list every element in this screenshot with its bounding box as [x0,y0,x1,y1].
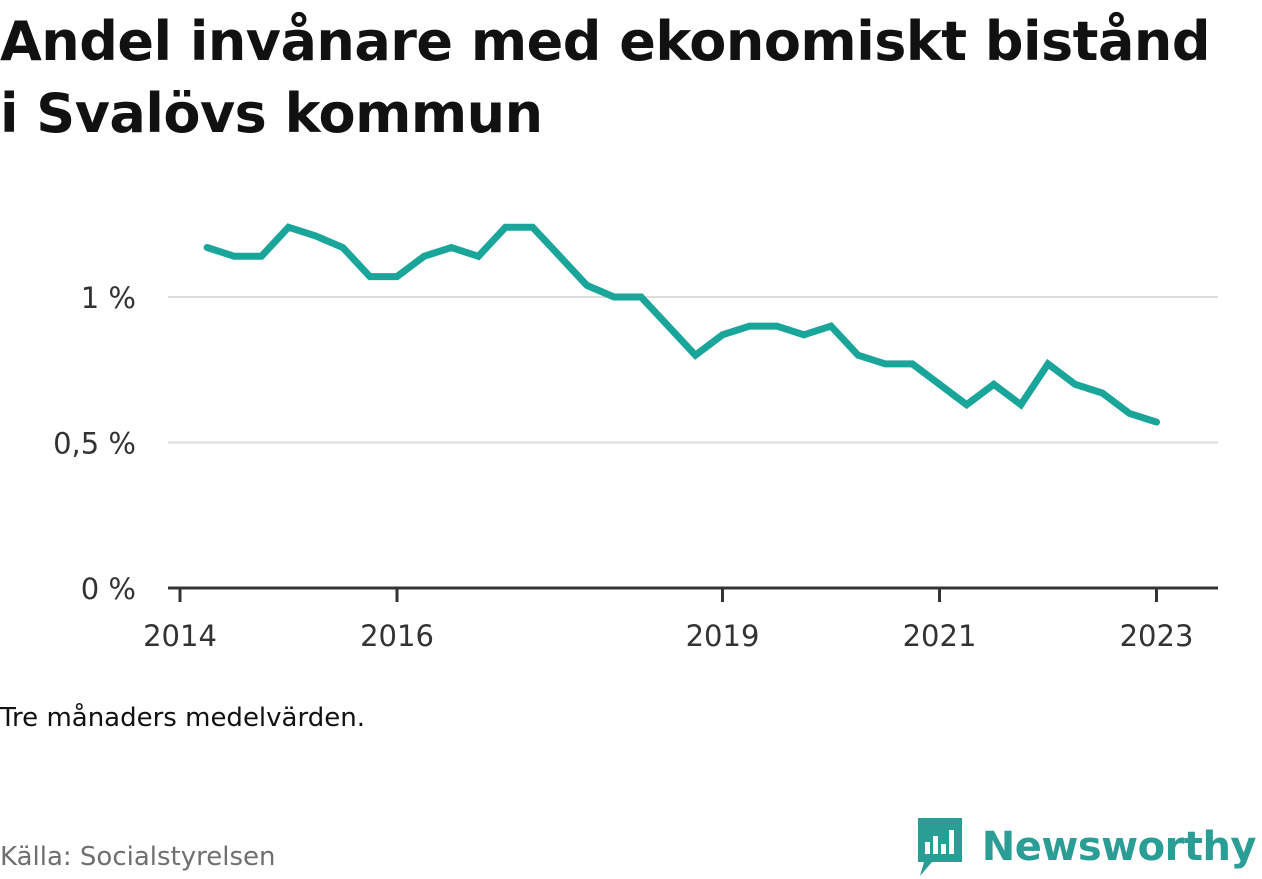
data-point [722,334,723,335]
data-point [695,355,696,356]
data-point [342,247,343,248]
data-point [424,256,425,257]
data-point [803,334,804,335]
data-point [1156,422,1157,423]
y-tick-label: 1 % [81,281,136,315]
data-point [532,227,533,228]
data-point [831,326,832,327]
data-point [261,256,262,257]
data-point [1020,404,1021,405]
data-point [668,326,669,327]
y-axis-labels: 0 % 0,5 % 1 % [53,281,136,606]
brand-name: Newsworthy [981,824,1257,870]
data-point [559,256,560,257]
data-point [451,247,452,248]
x-tick-label: 2014 [143,619,217,653]
data-point [939,384,940,385]
data-point [234,256,235,257]
data-point [505,227,506,228]
data-point [858,355,859,356]
x-tick-label: 2019 [686,619,760,653]
data-point [397,276,398,277]
data-point [1075,384,1076,385]
data-point [776,326,777,327]
data-point [1102,393,1103,394]
data-point [369,276,370,277]
data-point [966,404,967,405]
data-point [641,297,642,298]
data-point [993,384,994,385]
source-credit: Källa: Socialstyrelsen [0,842,276,872]
data-point [288,227,289,228]
data-point [749,326,750,327]
data-point [478,256,479,257]
gridlines [168,296,1218,444]
chart-note: Tre månaders medelvärden. [0,703,365,733]
line-chart: 0 % 0,5 % 1 % 2014 2016 2019 2021 2023 [53,223,1218,653]
x-tick-label: 2023 [1120,619,1194,653]
data-point [315,235,316,236]
data-point [885,363,886,364]
data-point [912,363,913,364]
y-tick-label: 0,5 % [53,427,136,461]
chart-title: Andel invånare med ekonomiskt bistånd i … [0,10,1211,145]
data-point [1129,413,1130,414]
x-tick-label: 2021 [903,619,977,653]
y-tick-label: 0 % [81,572,136,606]
data-point [614,297,615,298]
data-point [207,247,208,248]
x-tick-label: 2016 [360,619,434,653]
series-line [203,223,1160,426]
data-point [1048,363,1049,364]
newsworthy-logo-icon [917,818,962,876]
series-lines [203,223,1160,426]
brand-logo: Newsworthy [916,816,1257,878]
data-point [586,285,587,286]
x-axis: 2014 2016 2019 2021 2023 [143,586,1218,653]
